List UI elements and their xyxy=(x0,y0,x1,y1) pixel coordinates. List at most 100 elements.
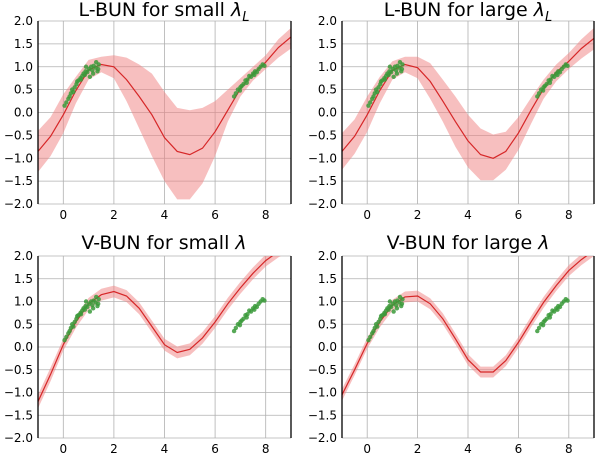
y-tick-label: 1.0 xyxy=(318,295,337,309)
data-point xyxy=(75,79,80,84)
data-point xyxy=(555,307,560,312)
data-point xyxy=(62,103,67,108)
y-tick-label: −2.0 xyxy=(4,197,33,211)
x-tick-label: 6 xyxy=(515,442,523,454)
data-point xyxy=(371,94,376,99)
y-tick-label: 0.0 xyxy=(14,106,33,120)
y-tick-label: −1.0 xyxy=(308,386,337,400)
y-tick-label: −0.5 xyxy=(4,363,33,377)
data-point xyxy=(371,328,376,334)
x-tick-label: 2 xyxy=(414,442,422,454)
y-tick-label: 0.0 xyxy=(318,106,337,120)
data-point xyxy=(547,80,553,85)
data-point xyxy=(397,59,403,65)
y-tick-label: 0.0 xyxy=(14,340,33,354)
data-point xyxy=(67,94,72,99)
chart-title-symbol: λ xyxy=(537,232,549,254)
data-point xyxy=(378,313,384,319)
y-tick-label: −1.0 xyxy=(4,151,33,165)
panel-l-bun-large: −2.0 −1.5 −1.0 −0.5 0.0 0.5 1.0 1.5 2.0 0 2 4 6 8 L-BU… xyxy=(308,0,595,222)
data-point xyxy=(394,306,400,311)
data-point xyxy=(399,301,405,306)
chart-title-text: L-BUN for small xyxy=(79,0,231,21)
chart-title: L-BUN for large λL xyxy=(384,0,552,25)
y-tick-label: −2.0 xyxy=(4,431,33,445)
y-tick-label: 1.0 xyxy=(14,60,33,74)
data-point xyxy=(387,64,393,69)
data-point xyxy=(93,294,99,300)
y-tick-label: 0.0 xyxy=(318,340,337,354)
data-point xyxy=(244,80,249,85)
chart-title: V-BUN for small λ xyxy=(81,232,246,254)
y-tick-label: 0.5 xyxy=(14,83,33,97)
data-point xyxy=(375,89,380,95)
x-tick-label: 2 xyxy=(110,208,118,222)
y-tick-label: 2.0 xyxy=(318,249,337,263)
data-point xyxy=(399,66,405,72)
y-tick-label: 0.5 xyxy=(318,317,337,331)
data-point xyxy=(376,85,381,90)
data-point xyxy=(375,324,380,329)
uncertainty-band xyxy=(342,256,594,401)
data-point xyxy=(67,328,72,334)
x-tick-label: 4 xyxy=(161,208,169,222)
x-tick-label: 0 xyxy=(363,442,371,454)
chart-title-symbol: λ xyxy=(234,232,246,254)
data-point xyxy=(386,72,391,78)
uncertainty-band xyxy=(342,27,594,181)
chart-title-subscript: L xyxy=(545,10,552,25)
y-tick-label: 2.0 xyxy=(14,14,33,28)
data-point xyxy=(78,312,84,317)
data-point xyxy=(233,325,239,331)
y-tick-label: −1.0 xyxy=(4,386,33,400)
y-tick-label: 1.5 xyxy=(14,272,33,286)
x-tick-label: 6 xyxy=(211,208,219,222)
y-tick-label: 2.0 xyxy=(318,14,337,28)
data-point xyxy=(382,312,388,317)
y-tick-label: −1.5 xyxy=(4,408,33,422)
data-point xyxy=(248,74,254,80)
data-point xyxy=(238,319,243,325)
data-point xyxy=(555,72,560,78)
x-tick-label: 4 xyxy=(464,442,472,454)
data-point xyxy=(82,72,88,78)
x-tick-label: 6 xyxy=(515,208,523,222)
data-point xyxy=(368,100,373,105)
data-point xyxy=(93,59,99,65)
data-point xyxy=(536,91,542,96)
data-point xyxy=(262,63,267,69)
data-point xyxy=(96,66,101,72)
data-point xyxy=(252,72,257,78)
data-point xyxy=(75,313,80,319)
y-tick-label: −1.5 xyxy=(308,174,337,188)
data-point xyxy=(378,79,384,84)
data-point xyxy=(87,74,93,80)
y-tick-label: −1.5 xyxy=(4,174,33,188)
data-point xyxy=(382,77,388,82)
data-point xyxy=(565,63,570,69)
data-point xyxy=(244,315,249,320)
data-point xyxy=(96,301,101,306)
x-tick-label: 6 xyxy=(211,442,219,454)
panel-v-bun-large: −2.0 −1.5 −1.0 −0.5 0.0 0.5 1.0 1.5 2.0 0 2 4 6 8 V-BU… xyxy=(308,232,595,454)
chart-title-symbol: λ xyxy=(230,0,242,21)
y-tick-label: −0.5 xyxy=(4,128,33,142)
data-point xyxy=(565,298,570,303)
y-tick-label: 0.5 xyxy=(318,83,337,97)
data-point xyxy=(551,74,557,80)
y-tick-label: −1.0 xyxy=(308,151,337,165)
data-point xyxy=(233,91,239,96)
y-tick-label: −0.5 xyxy=(308,128,337,142)
data-point xyxy=(83,299,89,304)
data-point xyxy=(241,316,246,321)
chart-title-text: V-BUN for small xyxy=(81,232,235,254)
uncertainty-band xyxy=(38,27,291,200)
y-tick-label: −0.5 xyxy=(308,363,337,377)
chart-title: V-BUN for large λ xyxy=(387,232,550,254)
data-point xyxy=(241,81,246,87)
data-point xyxy=(541,85,546,90)
y-tick-label: 1.0 xyxy=(14,295,33,309)
data-point xyxy=(536,325,542,331)
data-point xyxy=(248,309,254,314)
data-point xyxy=(387,299,393,304)
